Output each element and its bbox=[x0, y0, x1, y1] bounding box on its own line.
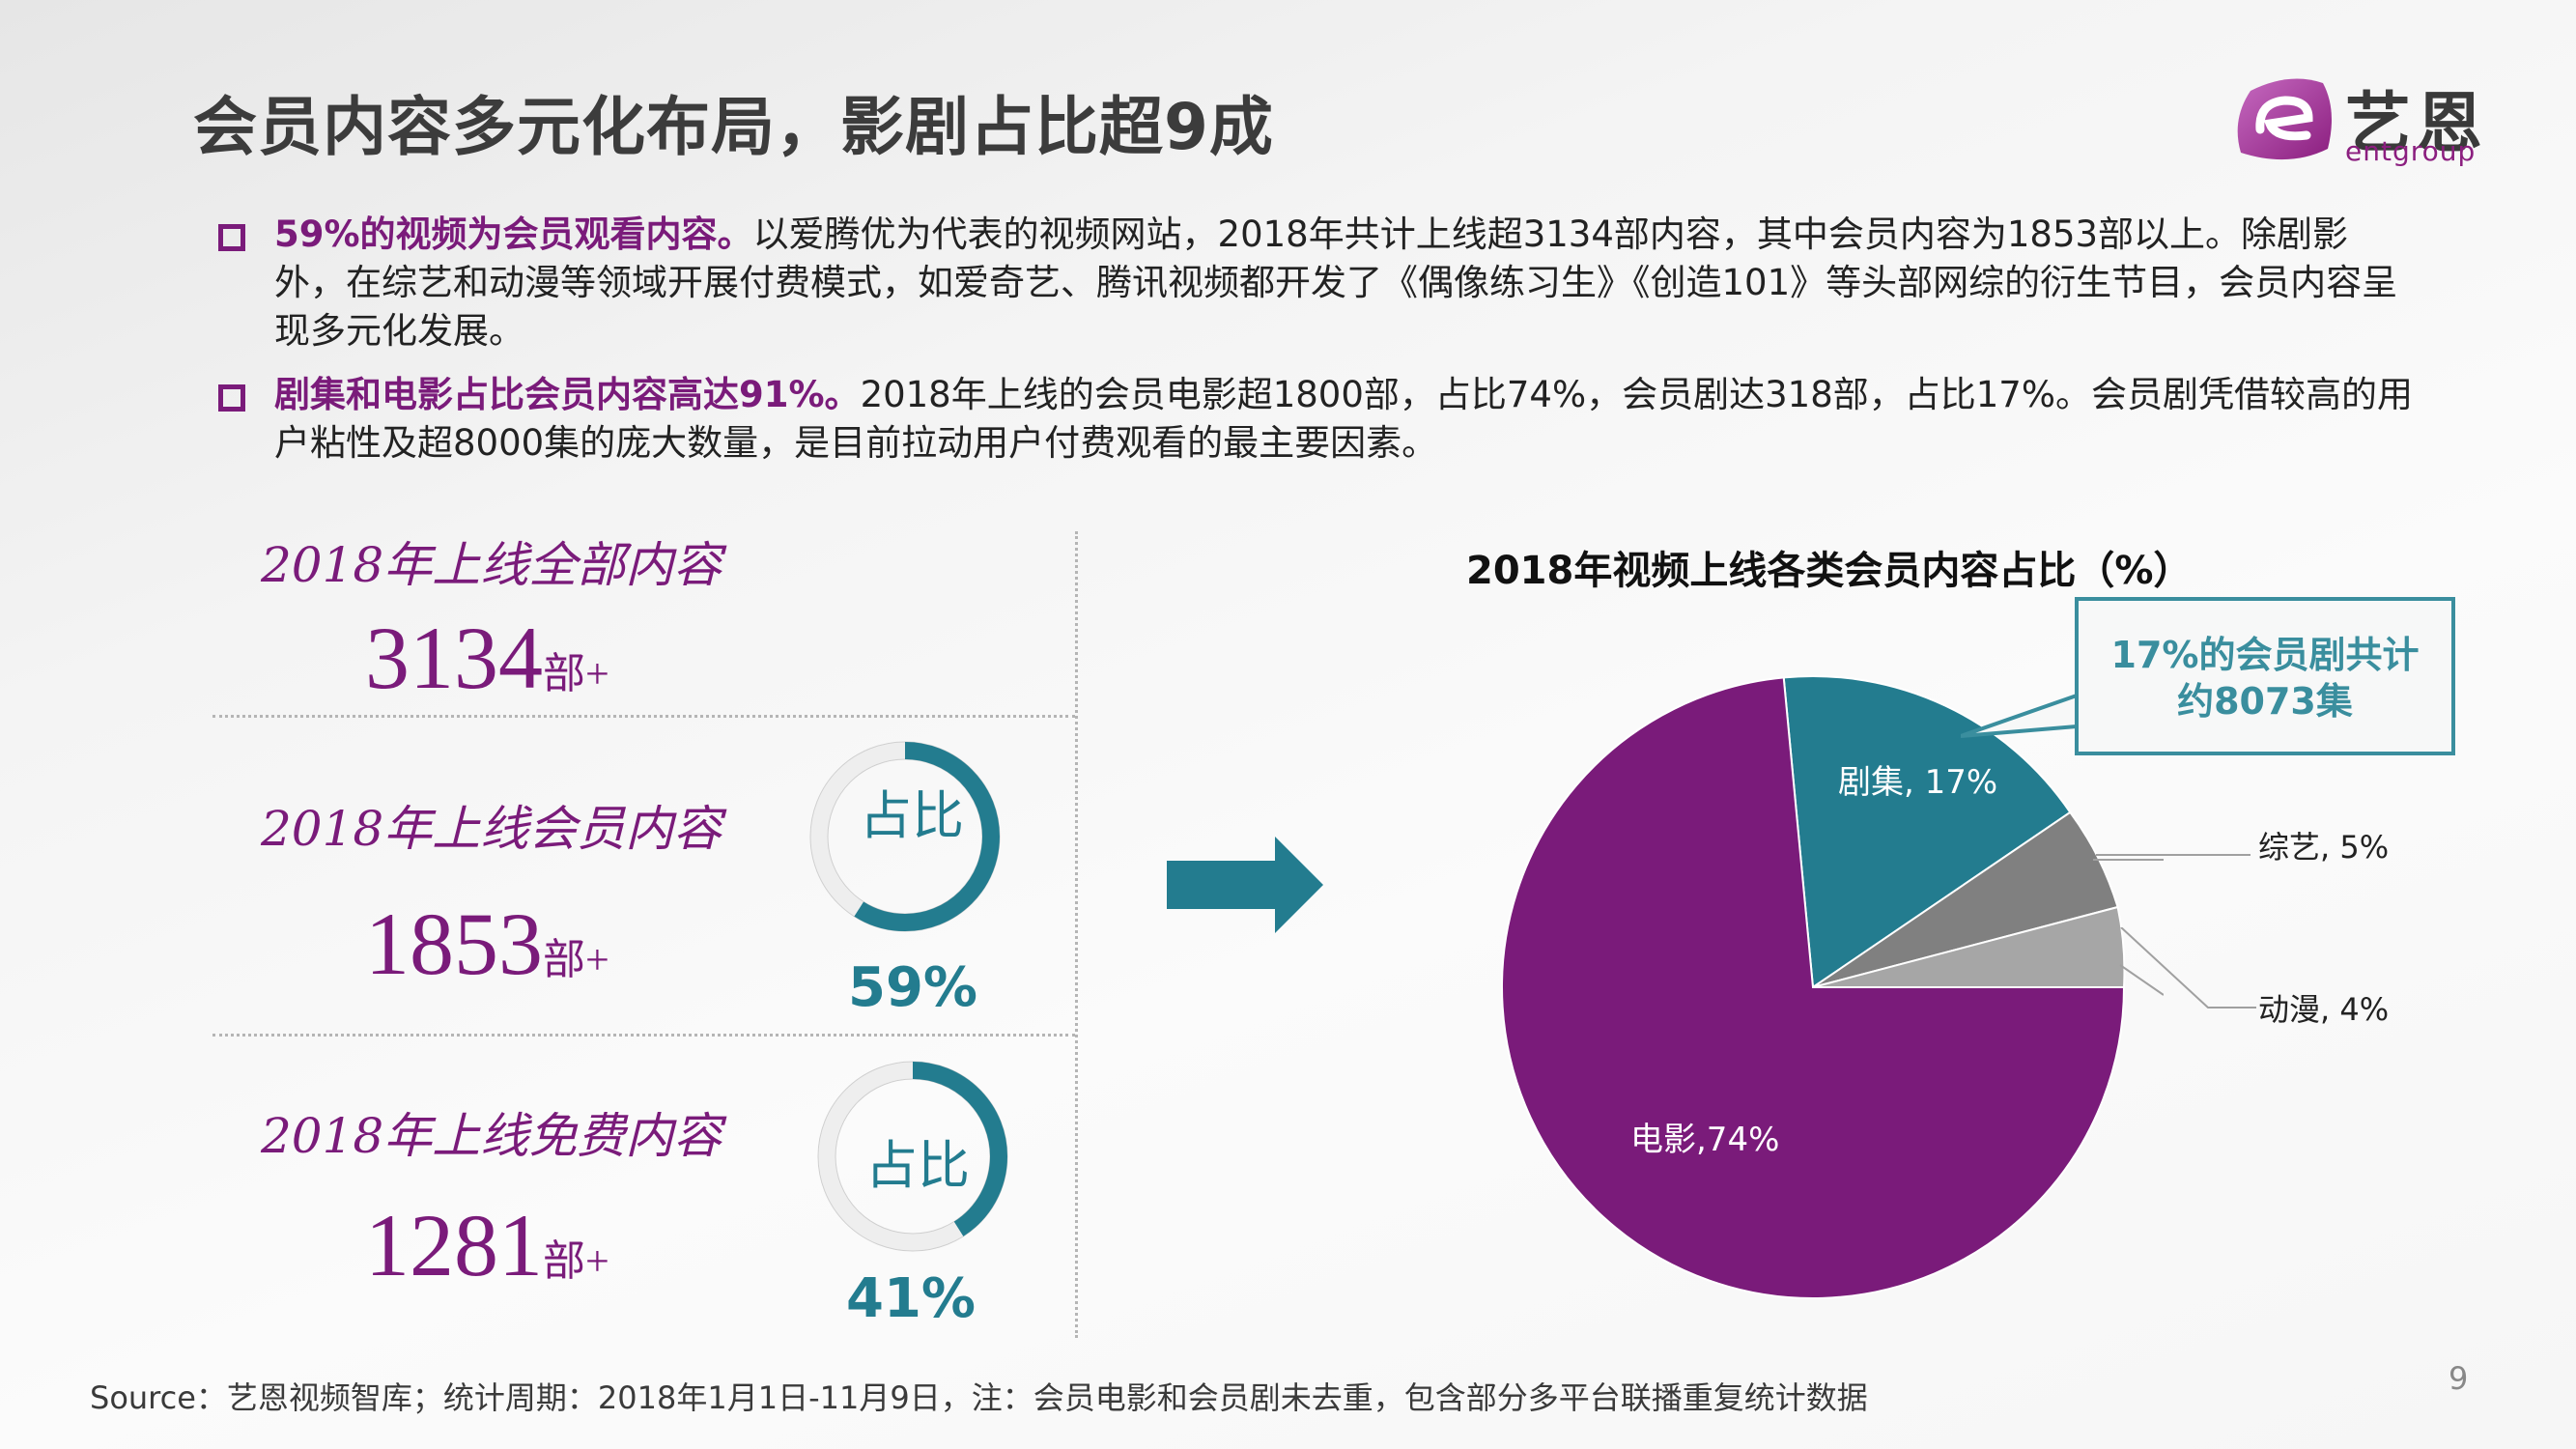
page-number: 9 bbox=[2449, 1360, 2469, 1397]
stat-unit: 部+ bbox=[543, 650, 609, 697]
callout-line-1: 17%的会员剧共计 bbox=[2110, 634, 2420, 676]
bullet-text: 2018年上线的会员电影超1800部，占比74%，会员剧达318部，占比17%。… bbox=[274, 374, 2413, 464]
anime-leader-line bbox=[2120, 927, 2256, 1009]
right-arrow-icon bbox=[1167, 837, 1323, 933]
stat-label-member: 2018年上线会员内容 bbox=[261, 801, 722, 857]
logo-e-icon bbox=[2237, 78, 2332, 160]
ring-label: 占比 bbox=[865, 1135, 970, 1196]
callout-pointer bbox=[1961, 694, 2078, 738]
entgroup-logo: 艺恩 entgroup bbox=[2231, 70, 2492, 167]
pie-label-anime: 动漫, 4% bbox=[2258, 991, 2390, 1028]
ring-percent: 41% bbox=[846, 1267, 977, 1330]
stat-value-member: 1853部+ bbox=[365, 893, 609, 995]
bullet-list: 59%的视频为会员观看内容。以爱腾优为代表的视频网站，2018年共计上线超313… bbox=[211, 211, 2413, 483]
stat-value-total: 3134部+ bbox=[365, 607, 609, 709]
stat-unit: 部+ bbox=[543, 936, 609, 983]
stat-label-total: 2018年上线全部内容 bbox=[261, 537, 722, 593]
pie-chart bbox=[1501, 674, 2164, 1299]
horizontal-divider bbox=[212, 1034, 1075, 1037]
stat-number: 3134 bbox=[365, 609, 543, 707]
stat-label-free: 2018年上线免费内容 bbox=[261, 1108, 722, 1164]
vertical-divider bbox=[1075, 531, 1078, 1338]
horizontal-divider bbox=[212, 715, 1075, 718]
bullet-highlight: 剧集和电影占比会员内容高达91%。 bbox=[274, 374, 861, 415]
free-ratio-ring bbox=[817, 1061, 1008, 1252]
stat-number: 1281 bbox=[365, 1196, 543, 1294]
square-bullet-icon bbox=[218, 224, 245, 251]
square-bullet-icon bbox=[218, 384, 245, 412]
variety-leader-line bbox=[2096, 854, 2250, 856]
logo-text-cn: 艺恩 bbox=[2345, 86, 2489, 162]
bullet-item: 剧集和电影占比会员内容高达91%。2018年上线的会员电影超1800部，占比74… bbox=[211, 371, 2413, 468]
stat-unit: 部+ bbox=[543, 1237, 609, 1285]
pie-slice-drama bbox=[1782, 674, 2072, 989]
ring-percent: 59% bbox=[848, 956, 978, 1019]
bullet-item: 59%的视频为会员观看内容。以爱腾优为代表的视频网站，2018年共计上线超313… bbox=[211, 211, 2413, 355]
pie-slice-movie bbox=[1501, 676, 2126, 1299]
stat-number: 1853 bbox=[365, 895, 543, 993]
logo-text-en: entgroup bbox=[2345, 135, 2477, 167]
pie-label-drama: 剧集, 17% bbox=[1838, 763, 1998, 802]
stat-value-free: 1281部+ bbox=[365, 1194, 609, 1296]
callout-line-2: 约8073集 bbox=[2177, 680, 2353, 723]
pie-label-movie: 电影,74% bbox=[1630, 1121, 1780, 1159]
page-title: 会员内容多元化布局，影剧占比超9成 bbox=[193, 90, 1274, 164]
chart-title: 2018年视频上线各类会员内容占比（%） bbox=[1466, 549, 2193, 593]
source-note: Source：艺恩视频智库；统计周期：2018年1月1日-11月9日，注：会员电… bbox=[90, 1379, 1868, 1416]
bullet-highlight: 59%的视频为会员观看内容。 bbox=[274, 213, 753, 255]
callout-box: 17%的会员剧共计 约8073集 bbox=[2075, 597, 2455, 755]
pie-label-variety: 综艺, 5% bbox=[2258, 829, 2390, 866]
ring-label: 占比 bbox=[860, 785, 964, 846]
bullet-text: 以爱腾优为代表的视频网站，2018年共计上线超3134部内容，其中会员内容为18… bbox=[274, 213, 2398, 352]
member-ratio-ring bbox=[809, 741, 1001, 932]
